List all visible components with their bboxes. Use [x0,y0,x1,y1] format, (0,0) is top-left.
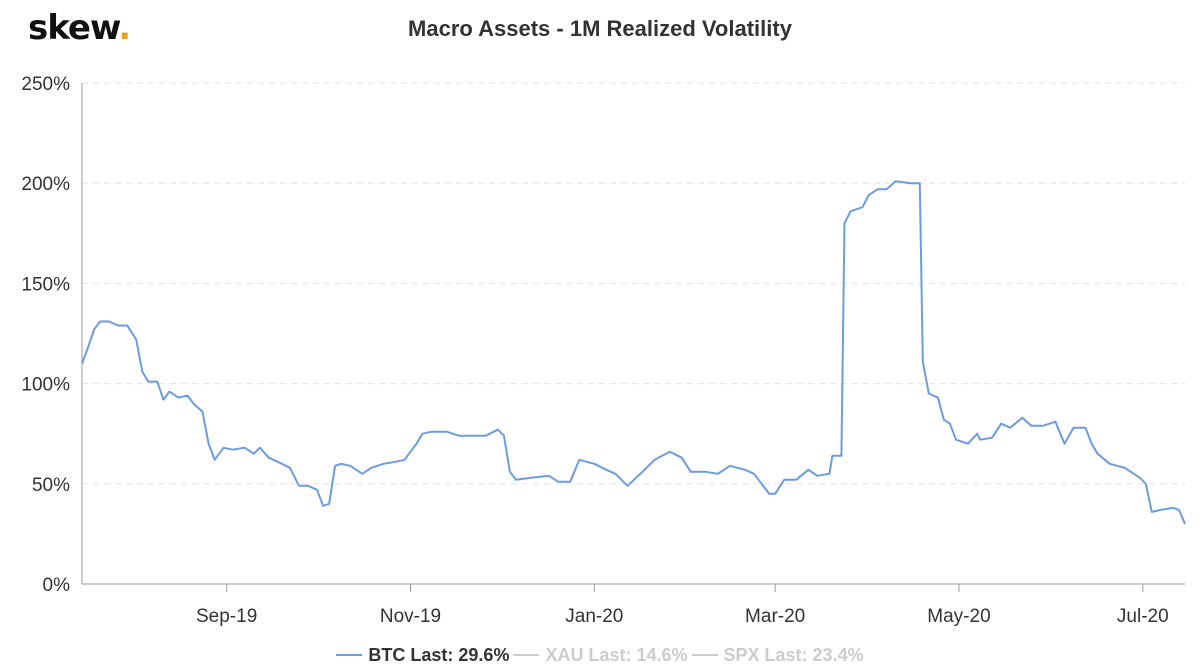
x-tick-label: Sep-19 [196,606,257,627]
grid-lines [82,82,1185,485]
x-tick-label: Mar-20 [745,606,805,627]
x-tick-label: Nov-19 [380,606,441,627]
x-tick-label: Jan-20 [565,606,623,627]
y-tick-label: 150% [21,274,70,295]
legend-item-xau[interactable]: XAU Last: 14.6% [513,644,688,666]
y-tick-label: 200% [21,174,70,195]
y-tick-label: 50% [32,475,70,496]
legend-line-swatch [513,654,540,656]
series-layer [81,180,1186,525]
chart-legend: BTC Last: 29.6% XAU Last: 14.6% SPX Last: … [0,640,1200,666]
legend-item-btc[interactable]: BTC Last: 29.6% [336,645,509,666]
legend-line-swatch [336,654,363,656]
series-line-btc [81,180,1186,525]
legend-item-spx[interactable]: SPX Last: 23.4% [691,644,864,666]
y-tick-label: 100% [21,375,70,396]
legend-line-swatch [691,654,718,656]
axes: 0% 50% 100% 150% 200% 250% Sep-19 Nov-19 Jan-20 M… [21,74,1185,627]
legend-label: BTC Last: 29.6% [368,644,510,665]
chart-title: Macro Assets - 1M Realized Volatility [408,16,792,41]
logo-dot: . [118,8,131,48]
legend-label: XAU Last: 14.6% [545,644,688,665]
skew-logo: skew. [28,8,131,48]
logo-text: skew [28,8,119,48]
x-tick-label: May-20 [927,606,990,627]
x-tick-label: Jul-20 [1117,606,1169,627]
y-tick-label: 0% [43,575,71,596]
legend-label: SPX Last: 23.4% [723,644,864,665]
y-tick-label: 250% [21,74,70,95]
